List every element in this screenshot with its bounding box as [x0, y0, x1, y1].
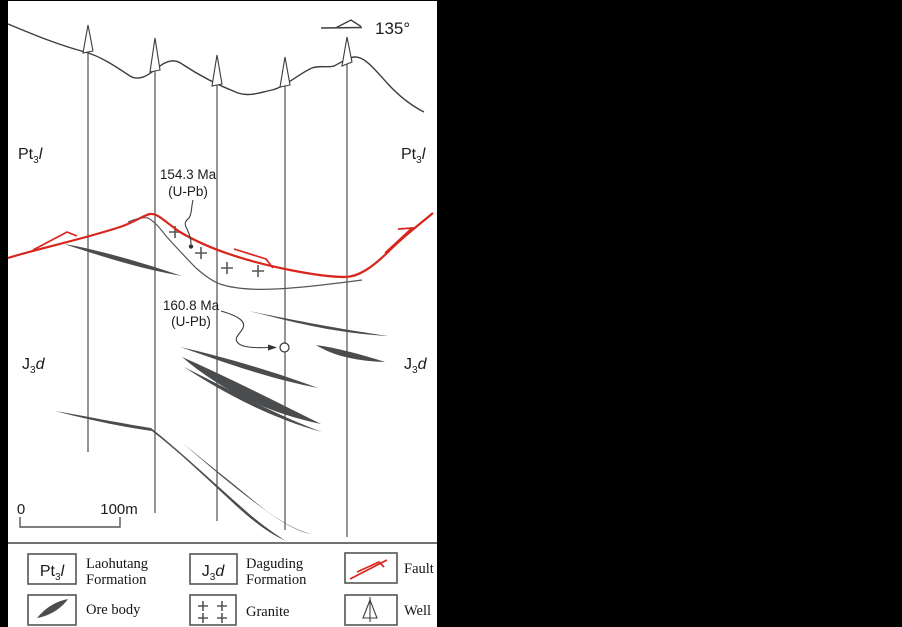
legend-granite-plus-icons [198, 601, 227, 623]
legend-label-daguding-line1: Daguding [246, 556, 303, 572]
age-label-2-line1: 160.8 Ma [163, 298, 220, 313]
scale-start-label: 0 [17, 501, 25, 518]
ore-body-middle-a [180, 347, 318, 388]
granite-boundary-line [127, 217, 363, 290]
ore-body-middle-b [182, 357, 321, 424]
legend-label-granite: Granite [246, 604, 289, 620]
legend-box-well [344, 594, 398, 626]
legend-ore-lens-icon [37, 599, 68, 618]
well-flag-icon-5 [341, 36, 353, 67]
scale-end-label: 100m [100, 501, 138, 518]
legend-label-well: Well [404, 603, 431, 619]
well-flag-icon-1 [82, 24, 94, 54]
legend-label-laohutang-line1: Laohutang [86, 556, 148, 572]
formation-label-pt3l-right: Pt3l [401, 146, 426, 166]
legend-label-daguding-line2: Formation [246, 572, 307, 588]
scale-bar [19, 517, 121, 528]
age-label-2-line2: (U-Pb) [171, 314, 211, 329]
age-leader-line-2 [220, 310, 269, 349]
terrain-profile-line [7, 23, 425, 113]
legend-label-fault: Fault [404, 561, 434, 577]
age-label-1-line2: (U-Pb) [168, 184, 208, 199]
legend-fault-arrow-icon [356, 560, 385, 573]
legend-symbol-j3d: J3d [202, 563, 226, 583]
age-leader-line-1 [184, 199, 194, 245]
sample-point-dot [188, 244, 194, 249]
legend-box-pt3l [27, 553, 77, 585]
bearing-flag-icon [335, 19, 362, 29]
figure-panel [8, 1, 437, 627]
ore-body-upper-left [64, 244, 182, 276]
fault-arrow-right-icon [384, 226, 415, 254]
bearing-label: 135° [375, 19, 410, 38]
well-flag-icon-3 [211, 54, 223, 87]
bearing-arrow-icon [320, 26, 363, 29]
fault-line [7, 212, 434, 279]
formation-label-j3d-right: J3d [404, 356, 428, 376]
formation-label-j3d-left: J3d [22, 356, 46, 376]
sample-point-circle [279, 342, 290, 353]
leader-arrowhead-icon [268, 344, 277, 351]
legend-well-icon [362, 597, 378, 622]
well-flag-icon-4 [279, 56, 291, 88]
fault-arrow-middle-icon [233, 248, 274, 269]
age-label-1-line1: 154.3 Ma [160, 167, 217, 182]
legend-box-granite [189, 594, 237, 626]
ore-body-small-right [316, 345, 385, 362]
legend-label-ore-body: Ore body [86, 602, 141, 618]
well-flag-icon-2 [149, 37, 161, 73]
legend-symbol-pt3l: Pt3l [40, 563, 65, 583]
legend-label-laohutang-line2: Formation [86, 572, 147, 588]
legend-box-j3d [189, 553, 238, 585]
formation-label-pt3l-left: Pt3l [18, 146, 43, 166]
fault-arrow-left-icon [32, 231, 78, 251]
